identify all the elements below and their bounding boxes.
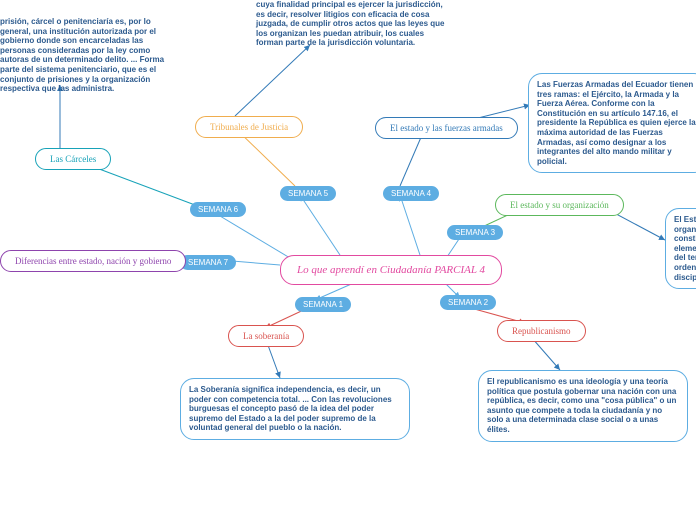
textbox-5: prisión, cárcel o penitenciaría es, por … (0, 17, 180, 94)
textbox-0: La Soberanía significa independencia, es… (180, 378, 410, 440)
week-node-7[interactable]: SEMANA 7 (180, 255, 236, 270)
topic-node-1[interactable]: Republicanismo (497, 320, 586, 342)
topic-node-3[interactable]: El estado y las fuerzas armadas (375, 117, 518, 139)
week-node-4[interactable]: SEMANA 4 (383, 186, 439, 201)
week-node-3[interactable]: SEMANA 3 (447, 225, 503, 240)
topic-node-6[interactable]: Diferencias entre estado, nación y gobie… (0, 250, 186, 272)
topic-node-4[interactable]: Tribunales de Justicia (195, 116, 303, 138)
week-node-1[interactable]: SEMANA 1 (295, 297, 351, 312)
week-node-6[interactable]: SEMANA 6 (190, 202, 246, 217)
textbox-2: El Estado es una forma de organización e… (665, 208, 696, 289)
textbox-4: cuya finalidad principal es ejercer la j… (256, 0, 446, 48)
textbox-1: El republicanismo es una ideología y una… (478, 370, 688, 442)
week-node-2[interactable]: SEMANA 2 (440, 295, 496, 310)
central-node[interactable]: Lo que aprendí en Ciudadanía PARCIAL 4 (280, 255, 502, 285)
textbox-3: Las Fuerzas Armadas del Ecuador tienen t… (528, 73, 696, 173)
topic-node-2[interactable]: El estado y su organización (495, 194, 624, 216)
week-node-5[interactable]: SEMANA 5 (280, 186, 336, 201)
topic-node-5[interactable]: Las Cárceles (35, 148, 111, 170)
topic-node-0[interactable]: La soberanía (228, 325, 304, 347)
